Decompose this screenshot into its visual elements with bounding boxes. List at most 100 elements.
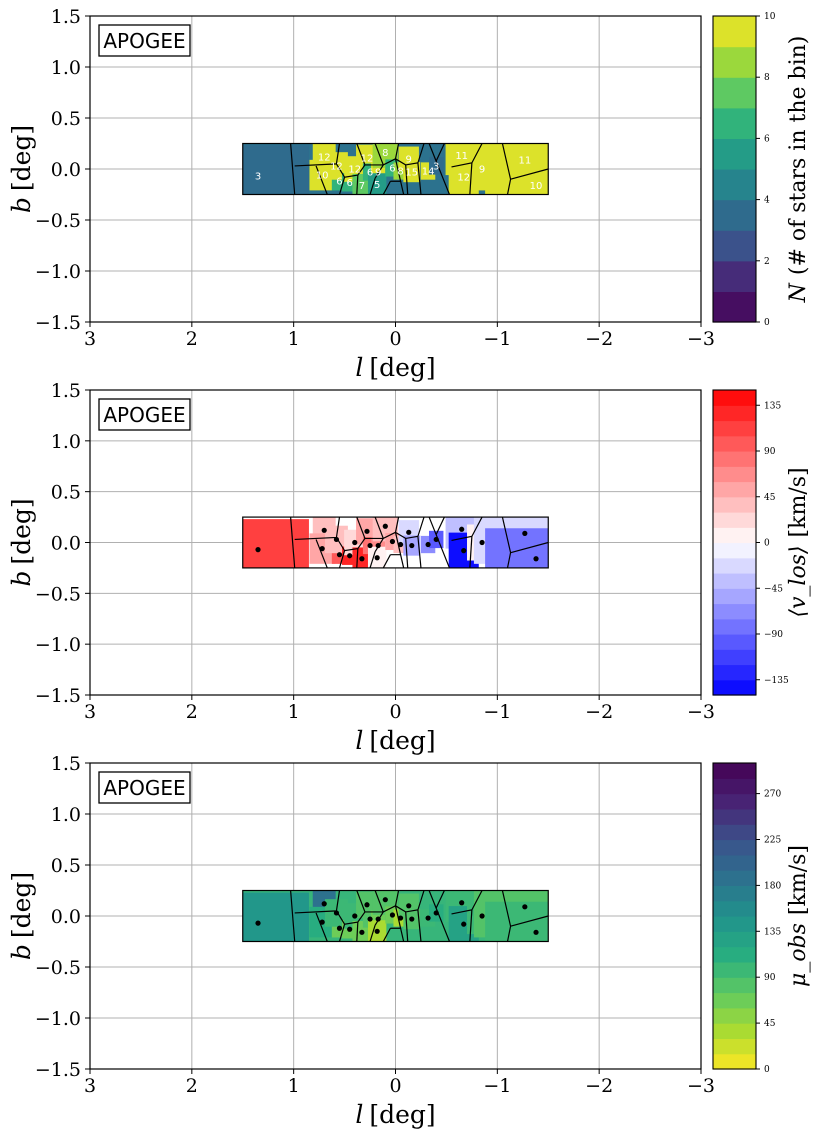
voronoi-cells bbox=[242, 890, 549, 942]
cell-boundary bbox=[356, 548, 359, 568]
cell-boundary bbox=[335, 531, 396, 552]
y-axis-variable: b bbox=[7, 571, 36, 587]
cell-boundary bbox=[428, 890, 451, 942]
colorbar-segment bbox=[713, 808, 756, 825]
bin-center-point bbox=[375, 542, 381, 549]
colorbar-segment bbox=[713, 870, 756, 886]
colorbar-label-text: [km/s] bbox=[786, 467, 811, 537]
colorbar-tick-label: 180 bbox=[764, 881, 781, 891]
cell-boundary bbox=[374, 143, 384, 166]
y-tick-label: −1.5 bbox=[35, 1059, 81, 1081]
colorbar-segment bbox=[713, 793, 756, 810]
colorbar-label-text: [km/s] bbox=[786, 845, 811, 915]
cell-boundary bbox=[338, 550, 346, 568]
colorbar-segment bbox=[713, 481, 756, 498]
bin-count-label: 6 bbox=[336, 177, 342, 188]
colorbar-segment bbox=[713, 603, 756, 620]
bin-center-point bbox=[255, 547, 261, 553]
bin-count-label: 9 bbox=[479, 165, 485, 176]
x-axis-label: l [deg] bbox=[355, 353, 435, 382]
survey-badge bbox=[98, 24, 191, 57]
cell-boundary bbox=[510, 168, 549, 180]
bin-count-label: 12 bbox=[361, 153, 374, 164]
cell-boundary bbox=[382, 554, 391, 568]
colorbar-tick-label: 0 bbox=[764, 318, 770, 328]
colorbar-frame bbox=[712, 15, 757, 323]
cell-boundary bbox=[417, 909, 422, 942]
colorbar-tick-label: 10 bbox=[764, 12, 776, 22]
colorbar-label-variable: N bbox=[786, 282, 811, 303]
colorbar: 0 45 90 135 180 225 270 μ_obs [km/s] bbox=[712, 762, 811, 1075]
x-tick-label: −2 bbox=[585, 701, 613, 723]
colorbar-segment bbox=[713, 390, 756, 406]
colorbar-segment bbox=[713, 1007, 756, 1024]
y-tick-label: 0.0 bbox=[51, 906, 81, 928]
bin-center-point bbox=[433, 536, 439, 543]
colorbar-segment bbox=[713, 169, 756, 201]
cell-boundary bbox=[400, 554, 405, 568]
bin-center-point bbox=[359, 929, 365, 935]
bin-center-point bbox=[382, 897, 388, 903]
cell-boundary bbox=[469, 536, 473, 568]
colorbar-segment bbox=[713, 16, 756, 48]
x-tick-label: 1 bbox=[288, 701, 300, 723]
cell-boundary bbox=[290, 517, 296, 568]
colorbar-tick-label: 90 bbox=[764, 447, 776, 457]
cell-boundary bbox=[356, 175, 359, 195]
y-tick-label: −0.5 bbox=[35, 210, 81, 232]
colorbar-segment bbox=[713, 77, 756, 109]
cell-boundary bbox=[369, 551, 376, 568]
x-tick-label: 2 bbox=[186, 701, 198, 723]
colorbar-tick-label: 135 bbox=[764, 401, 781, 411]
bin-count-label: 10 bbox=[316, 171, 329, 182]
bin-count-label: 14 bbox=[422, 167, 435, 178]
colorbar-label: N (# of stars in the bin) bbox=[786, 36, 811, 304]
colorbar-tick-label: 0 bbox=[764, 539, 770, 549]
cell-boundary bbox=[335, 905, 396, 925]
y-axis-unit: [deg] bbox=[7, 498, 36, 564]
colorbar-segment bbox=[713, 260, 756, 292]
bin-center-point bbox=[533, 556, 539, 562]
colorbar-tick-label: −45 bbox=[764, 584, 783, 594]
colorbar-segment bbox=[713, 1038, 756, 1055]
colorbar-segment bbox=[713, 291, 756, 323]
x-axis-variable: l bbox=[355, 1100, 363, 1129]
bin-center-point bbox=[359, 556, 365, 562]
colorbar-segment bbox=[713, 839, 756, 856]
colorbar-segment bbox=[713, 664, 756, 681]
bin-cell bbox=[242, 892, 309, 942]
cell-boundary bbox=[356, 890, 366, 913]
y-tick-label: 0.5 bbox=[51, 855, 81, 877]
bin-cell bbox=[485, 901, 549, 942]
x-tick-label: −1 bbox=[483, 1075, 511, 1097]
bin-center-point bbox=[319, 919, 325, 925]
bin-center-point bbox=[406, 903, 412, 909]
x-tick-label: 1 bbox=[288, 328, 300, 350]
bin-center-point bbox=[433, 910, 439, 916]
survey-badge bbox=[98, 398, 191, 431]
x-tick-label: 0 bbox=[389, 328, 401, 350]
cell-boundary bbox=[356, 143, 366, 166]
y-tick-label: 0.0 bbox=[51, 159, 81, 181]
colorbar-segment bbox=[713, 557, 756, 574]
bin-center-point bbox=[459, 900, 465, 906]
colorbar-segment bbox=[713, 527, 756, 544]
bin-cell bbox=[242, 145, 309, 195]
bin-count-label: 6 bbox=[367, 168, 373, 179]
colorbar-segment bbox=[713, 199, 756, 231]
bin-center-point bbox=[461, 548, 467, 554]
y-tick-label: −0.5 bbox=[35, 957, 81, 979]
y-tick-label: 0.5 bbox=[51, 482, 81, 504]
cell-boundary bbox=[394, 517, 400, 533]
cell-boundary bbox=[382, 927, 391, 942]
region-outline bbox=[242, 516, 549, 569]
bin-center-point bbox=[352, 539, 358, 546]
survey-badge-text: APOGEE bbox=[103, 29, 185, 53]
cell-boundary bbox=[395, 517, 425, 540]
bin-center-point bbox=[522, 530, 528, 536]
bin-center-point bbox=[479, 539, 485, 546]
bin-count-label: 12 bbox=[457, 173, 470, 184]
cell-boundary bbox=[315, 912, 328, 942]
